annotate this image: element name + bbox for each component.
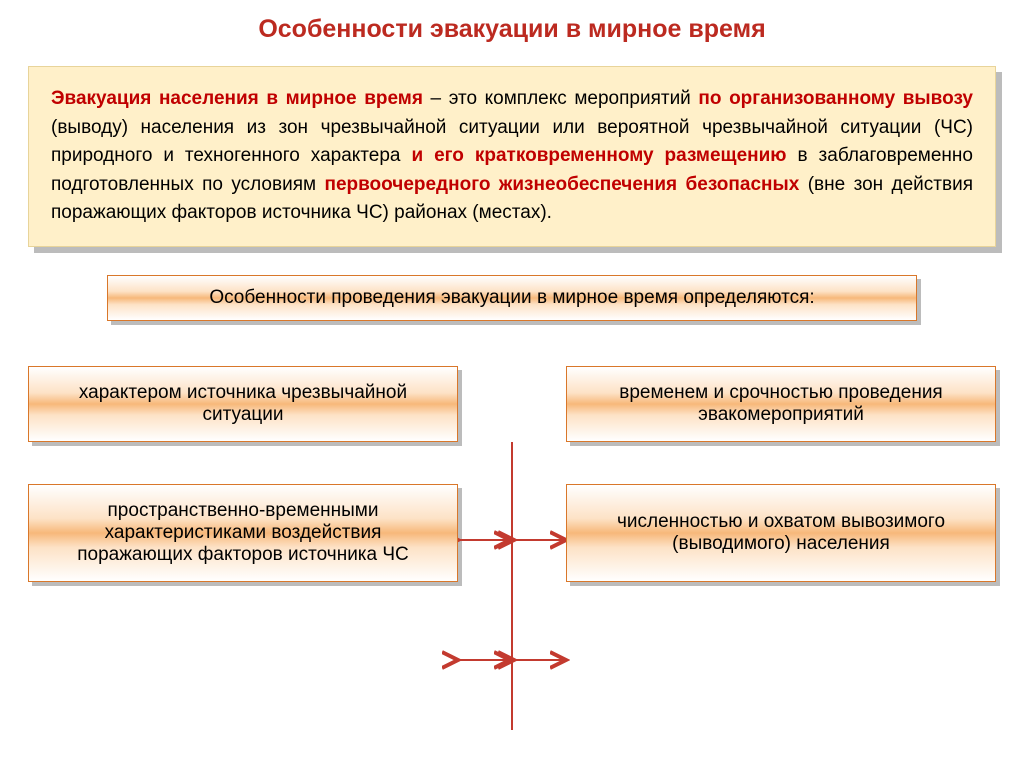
- factor-top-right: временем и срочностью проведения эвакоме…: [566, 366, 996, 442]
- factor-top-left: характером источника чрезвычайной ситуац…: [28, 366, 458, 442]
- factor-top-left-wrap: характером источника чрезвычайной ситуац…: [28, 366, 458, 442]
- definition-run: по организованному вывозу: [698, 88, 973, 109]
- definition-run: и его кратковременному размещению: [411, 145, 786, 166]
- factor-bottom-left: пространственно-временными характеристик…: [28, 484, 458, 582]
- factor-bottom-right: численностью и охватом вывозимого (вывод…: [566, 484, 996, 582]
- determiner-bar: Особенности проведения эвакуации в мирно…: [107, 275, 917, 321]
- definition-panel-wrap: Эвакуация населения в мирное время – это…: [28, 66, 996, 247]
- factor-bottom-left-wrap: пространственно-временными характеристик…: [28, 484, 458, 582]
- definition-run: – это комплекс мероприятий: [423, 88, 698, 109]
- definition-run: Эвакуация населения в мирное время: [51, 88, 423, 109]
- determiner-bar-wrap: Особенности проведения эвакуации в мирно…: [107, 275, 917, 321]
- factors-grid: характером источника чрезвычайной ситуац…: [28, 366, 996, 582]
- definition-panel: Эвакуация населения в мирное время – это…: [28, 66, 996, 247]
- factor-bottom-right-wrap: численностью и охватом вывозимого (вывод…: [566, 484, 996, 582]
- page-title: Особенности эвакуации в мирное время: [28, 15, 996, 44]
- definition-run: первоочередного жизнеобеспечения безопас…: [324, 174, 799, 195]
- factor-top-right-wrap: временем и срочностью проведения эвакоме…: [566, 366, 996, 442]
